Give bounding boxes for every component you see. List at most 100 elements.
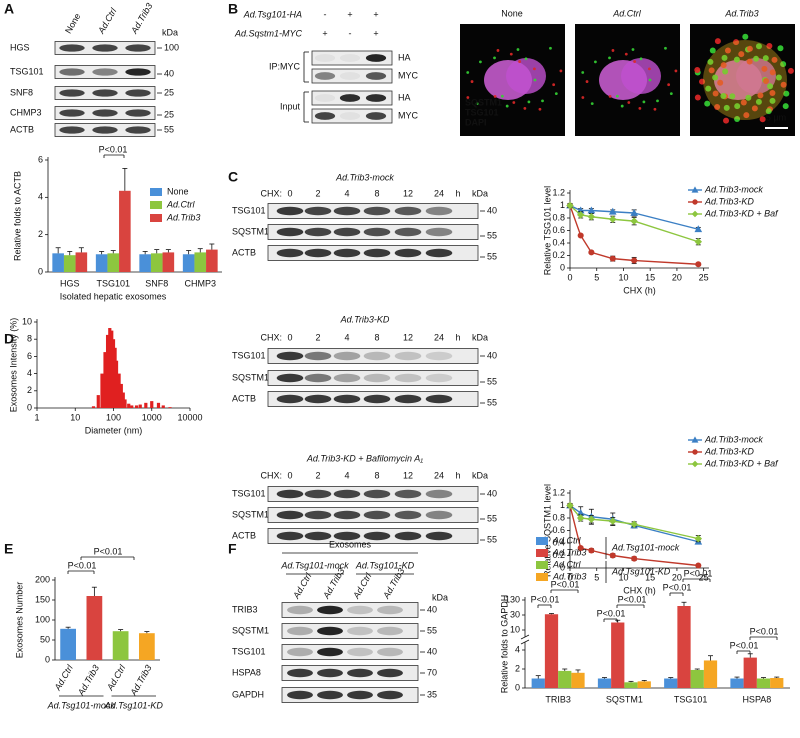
blot-band <box>314 72 336 80</box>
bar <box>150 253 163 272</box>
bar <box>664 678 678 688</box>
point <box>631 257 638 264</box>
signal-dot <box>694 67 701 74</box>
lane-label: Ad.Ctrl <box>291 571 314 602</box>
condition-label: Ad.Trib3 <box>724 8 758 18</box>
blot-strip <box>281 623 419 639</box>
lane-label: 4 <box>344 188 349 198</box>
signal-dot <box>712 90 719 97</box>
panel-letter: E <box>4 541 13 557</box>
x-axis-label: CHX (h) <box>623 285 656 295</box>
signal-dot <box>704 100 711 107</box>
signal-dot <box>552 83 556 87</box>
x-tick-label: Ad.Trib3 <box>128 663 154 698</box>
bar <box>743 657 757 688</box>
signal-dot <box>755 43 762 50</box>
condition-sign: - <box>349 28 352 38</box>
blot-band <box>314 112 336 120</box>
bar <box>139 633 155 660</box>
y-tick-label: 150 <box>35 594 50 604</box>
condition-label: None <box>501 8 523 18</box>
kda-marker: 55 <box>164 124 174 134</box>
bar <box>119 383 123 408</box>
y-tick-label: 0 <box>45 654 50 664</box>
y-axis-label: Relative TSG101 level <box>542 186 552 275</box>
blot-band <box>276 351 304 361</box>
signal-dot <box>743 112 750 119</box>
blot-band <box>333 510 361 520</box>
signal-dot <box>782 103 789 110</box>
kda-marker: 55 <box>487 251 497 261</box>
bar <box>117 373 121 408</box>
signal-dot <box>667 83 671 87</box>
y-tick-label: 2 <box>515 663 520 673</box>
blot-band <box>425 489 453 499</box>
lane-prefix: CHX: <box>260 188 282 198</box>
blot-band <box>365 54 387 62</box>
y-tick-label: 1 <box>560 200 565 210</box>
blot-strip <box>281 602 419 618</box>
point <box>694 238 703 246</box>
blot-band <box>287 668 313 678</box>
y-tick-label: 0.8 <box>552 512 565 522</box>
lane-label: Ad.Trib3 <box>321 566 347 601</box>
signal-dot <box>729 93 736 100</box>
blot-band <box>304 351 332 361</box>
blot-band <box>333 489 361 499</box>
y-tick-label: 30 <box>510 609 520 619</box>
blot-band <box>276 206 304 216</box>
section-label: Input <box>280 101 301 111</box>
group-label: Ad.Tsg101-KD <box>104 700 164 710</box>
group-label: Ad.Tsg101-mock <box>280 560 349 570</box>
y-tick-label: 1 <box>560 500 565 510</box>
legend-label: Ad.Ctrl <box>166 199 196 209</box>
blot-band <box>377 626 403 636</box>
row-label: SQSTM1 <box>232 509 269 519</box>
legend-label: Ad.Trib3-KD <box>704 446 754 456</box>
x-tick-label: TRIB3 <box>545 694 571 704</box>
y-tick-label: 0.6 <box>552 525 565 535</box>
x-tick-label: CHMP3 <box>184 278 216 288</box>
blot-band <box>59 89 85 97</box>
legend-label: Ad.Ctrl <box>552 535 582 545</box>
bar <box>103 352 107 408</box>
y-tick-label: 8 <box>27 334 32 344</box>
lane-label: 4 <box>344 332 349 342</box>
signal-dot <box>549 46 552 50</box>
annotation: P<0.01 <box>663 582 692 592</box>
blot-title: Ad.Trib3-KD <box>340 314 390 324</box>
blot-band <box>339 54 361 62</box>
lane-label: 8 <box>374 470 379 480</box>
bar <box>95 254 108 272</box>
y-axis-label: Relative folds to ACTB <box>12 171 22 261</box>
blot-band <box>363 531 391 541</box>
point <box>587 213 596 221</box>
legend-swatch <box>150 201 162 209</box>
blot-band <box>125 126 151 134</box>
bar <box>60 628 76 660</box>
y-tick-label: 0 <box>560 262 565 272</box>
lane-unit: h <box>455 188 460 198</box>
bar <box>91 406 96 408</box>
blot-band <box>347 605 373 615</box>
x-tick-label: Ad.Ctrl <box>104 662 127 693</box>
legend-label: Ad.Trib3 <box>552 547 586 557</box>
blot-band <box>304 510 332 520</box>
blot-band <box>125 44 151 52</box>
blot-band <box>59 109 85 117</box>
blot-band <box>394 227 422 237</box>
blot-band <box>276 510 304 520</box>
signal-dot <box>707 58 714 65</box>
signal-dot <box>738 51 745 58</box>
signal-dot <box>475 102 479 106</box>
annotation: P<0.01 <box>94 546 123 556</box>
group-label: Ad.Tsg101-mock <box>47 700 116 710</box>
nucleus <box>506 58 546 94</box>
signal-dot <box>509 52 513 56</box>
kda-label: kDa <box>162 27 178 37</box>
blot-band <box>314 94 336 102</box>
row-label: TSG101 <box>232 350 266 360</box>
x-tick-label: 0 <box>567 272 572 282</box>
blot-band <box>92 89 118 97</box>
